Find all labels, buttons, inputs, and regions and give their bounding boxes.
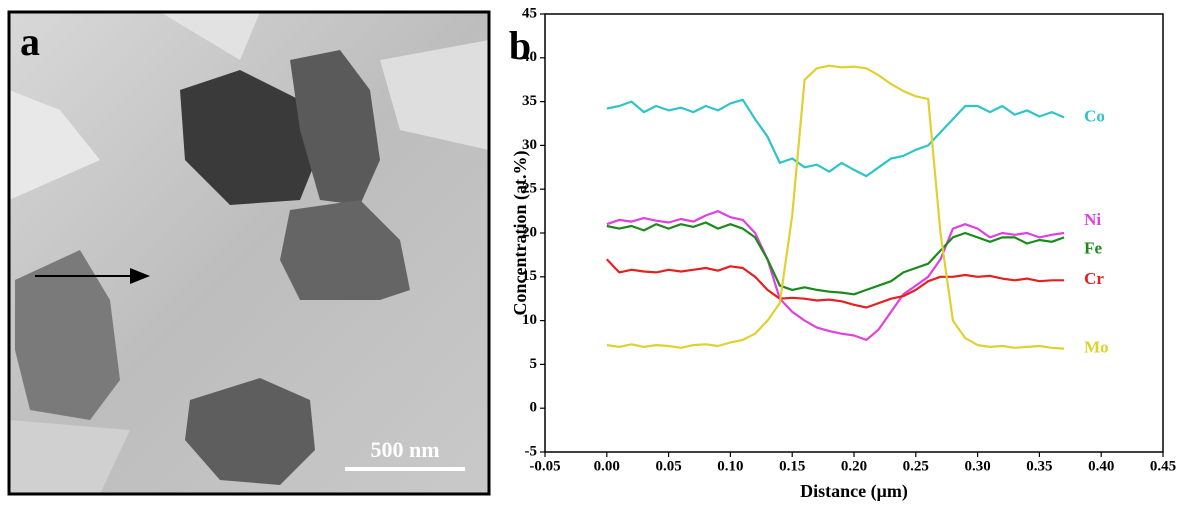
x-tick-label: 0.20: [841, 458, 867, 474]
series-line: [606, 64, 1065, 350]
x-tick-label: 0.15: [779, 458, 805, 474]
y-tick-label: -5: [525, 443, 538, 459]
x-axis-title: Distance (μm): [800, 481, 908, 502]
grain: [160, 12, 260, 60]
scale-bar-label: 500 nm: [370, 437, 439, 462]
x-tick-label: 0.10: [717, 458, 743, 474]
y-tick-label: 25: [522, 181, 537, 197]
particle: [280, 200, 410, 300]
series-label: Co: [1084, 106, 1105, 125]
particle: [15, 250, 120, 420]
x-tick-label: 0.30: [964, 458, 990, 474]
panel-label: a: [20, 19, 40, 64]
x-tick-label: 0.35: [1026, 458, 1052, 474]
y-tick-label: 45: [522, 5, 537, 21]
x-tick-label: 0.00: [594, 458, 620, 474]
grain: [9, 90, 100, 200]
image-frame: [7, 10, 491, 496]
plot-frame: [544, 13, 1164, 453]
y-tick-label: 30: [522, 137, 537, 153]
tem-image: 500 nm a: [7, 10, 491, 496]
y-tick-label: 20: [522, 224, 537, 240]
series-line: [606, 98, 1065, 178]
y-tick-label: 15: [522, 268, 537, 284]
y-tick-label: 5: [530, 356, 538, 372]
x-tick-label: 0.45: [1150, 458, 1176, 474]
grain: [9, 420, 130, 494]
y-tick-label: 0: [530, 400, 538, 416]
y-tick-label: 40: [522, 49, 537, 65]
particle: [290, 50, 380, 205]
y-axis-title: Concentration (at.%): [510, 151, 531, 316]
series-label: Mo: [1084, 338, 1109, 357]
series-label: Ni: [1084, 210, 1101, 229]
y-tick-label: 35: [522, 93, 537, 109]
series-label: Cr: [1084, 269, 1104, 288]
series-line: [606, 221, 1065, 296]
series-line: [606, 258, 1065, 309]
grain: [380, 40, 489, 150]
y-tick-label: 10: [522, 312, 537, 328]
x-tick-label: 0.05: [655, 458, 681, 474]
series-line: [606, 210, 1065, 341]
x-tick-label: -0.05: [529, 458, 560, 474]
series-label: Fe: [1084, 238, 1102, 257]
particle: [185, 378, 315, 485]
x-tick-label: 0.40: [1088, 458, 1114, 474]
particle: [180, 70, 320, 205]
x-tick-label: 0.25: [903, 458, 929, 474]
line-chart: -5 0 5 10 15 20 25 30 35 40 45 -0.05 0.00 0.05 0.10 0.1…: [510, 5, 1176, 502]
panel-label: b: [509, 23, 531, 68]
